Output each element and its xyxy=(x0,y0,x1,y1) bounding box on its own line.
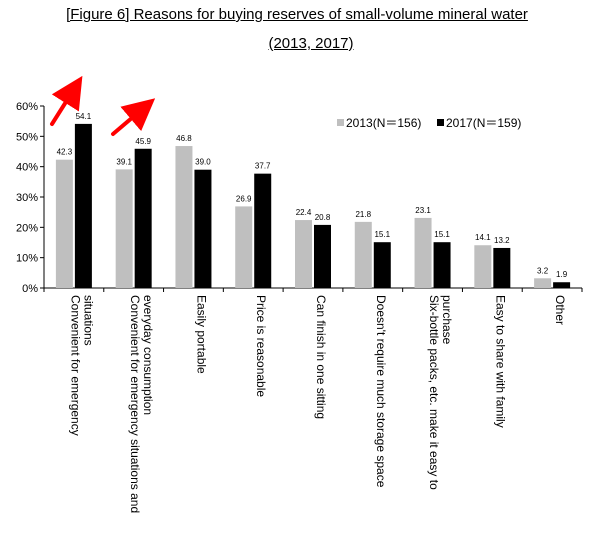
bar-2017 xyxy=(134,148,152,288)
data-label: 39.1 xyxy=(116,157,132,166)
legend-label: 2013(N＝156) xyxy=(346,116,421,130)
category-label: Easily portable xyxy=(194,295,208,374)
category-label: Convenient for emergency situations and xyxy=(128,295,142,513)
data-label: 39.0 xyxy=(195,158,211,167)
category-label: situations xyxy=(81,295,95,346)
red-arrow-icon xyxy=(50,75,83,126)
data-label: 54.1 xyxy=(76,112,92,121)
data-label: 22.4 xyxy=(296,208,312,217)
chart-title-line-1: [Figure 6] Reasons for buying reserves o… xyxy=(66,6,528,23)
data-label: 42.3 xyxy=(57,148,73,157)
category-label: purchase xyxy=(440,295,454,345)
data-label: 1.9 xyxy=(556,270,568,279)
data-label: 46.8 xyxy=(176,134,192,143)
y-tick-label: 0% xyxy=(22,283,38,295)
category-label: Doesn't require much storage space xyxy=(374,295,388,488)
bar-2013 xyxy=(55,159,73,288)
legend-swatch xyxy=(437,119,444,126)
bar-2017 xyxy=(194,169,212,288)
data-label: 37.7 xyxy=(255,162,271,171)
data-label: 23.1 xyxy=(415,206,431,215)
bar-2013 xyxy=(115,169,133,288)
bar-2013 xyxy=(235,206,253,288)
data-label: 21.8 xyxy=(355,210,371,219)
y-tick-label: 60% xyxy=(16,101,38,113)
data-label: 20.8 xyxy=(315,213,331,222)
bar-2013 xyxy=(414,217,432,288)
bar-2017 xyxy=(373,242,391,288)
bar-2017 xyxy=(74,123,92,288)
category-label: Can finish in one sitting xyxy=(314,295,328,419)
chart-title-line-2: (2013, 2017) xyxy=(268,35,354,52)
y-tick-label: 30% xyxy=(16,192,38,204)
data-label: 3.2 xyxy=(537,266,549,275)
data-label: 26.9 xyxy=(236,194,252,203)
data-label: 13.2 xyxy=(494,236,510,245)
y-tick-label: 10% xyxy=(16,253,38,265)
category-label: Easy to share with family xyxy=(493,295,507,428)
y-tick-label: 50% xyxy=(16,131,38,143)
bar-2013 xyxy=(474,245,492,288)
bar-2013 xyxy=(295,220,312,288)
bar-2017 xyxy=(433,242,451,288)
legend-swatch xyxy=(337,119,344,126)
y-tick-label: 20% xyxy=(16,222,38,234)
y-tick-label: 40% xyxy=(16,162,38,174)
bar-2013 xyxy=(354,221,372,288)
bar-2017 xyxy=(493,247,511,288)
category-label: everyday consumption xyxy=(141,295,155,415)
bar-2013 xyxy=(534,278,552,288)
legend-label: 2017(N＝159) xyxy=(446,116,521,130)
category-label: Six-bottle packs, etc. make it easy to xyxy=(427,295,441,490)
data-label: 14.1 xyxy=(475,233,491,242)
bar-2017 xyxy=(314,224,331,288)
data-label: 15.1 xyxy=(374,230,390,239)
data-label: 45.9 xyxy=(135,137,151,146)
category-label: Convenient for emergency xyxy=(68,295,82,436)
category-label: Price is reasonable xyxy=(254,295,268,397)
bar-2017 xyxy=(254,173,272,288)
bar-2017 xyxy=(553,282,571,288)
data-label: 15.1 xyxy=(434,230,450,239)
category-label: Other xyxy=(553,295,567,325)
red-arrow-icon xyxy=(111,98,156,136)
bar-2013 xyxy=(175,146,193,288)
